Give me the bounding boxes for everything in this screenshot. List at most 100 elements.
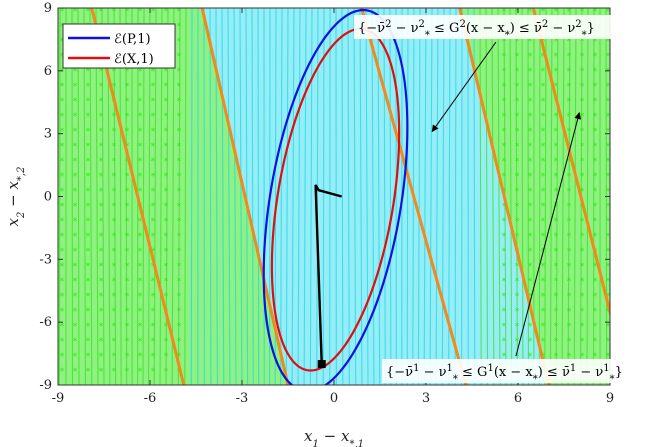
star-marker: *	[73, 262, 78, 272]
star-marker: *	[593, 187, 598, 197]
star-marker: *	[515, 97, 520, 107]
star-marker: *	[60, 367, 65, 377]
star-marker: *	[567, 262, 572, 272]
star-marker: *	[125, 307, 130, 317]
star-marker: *	[60, 37, 65, 47]
star-marker: *	[164, 127, 169, 137]
star-marker: *	[528, 292, 533, 302]
streamline	[83, 8, 87, 385]
star-marker: *	[177, 337, 182, 347]
star-marker: *	[99, 142, 104, 152]
star-marker: *	[502, 67, 507, 77]
star-marker: *	[177, 307, 182, 317]
trajectory-start-marker	[317, 360, 326, 369]
star-marker: *	[125, 247, 130, 257]
star-marker: *	[541, 67, 546, 77]
star-marker: *	[554, 142, 559, 152]
star-marker: *	[99, 262, 104, 272]
streamline	[567, 8, 571, 385]
star-marker: *	[138, 97, 143, 107]
star-marker: *	[593, 217, 598, 227]
star-marker: *	[86, 337, 91, 347]
star-marker: *	[515, 172, 520, 182]
star-marker: *	[593, 112, 598, 122]
star-marker: *	[541, 292, 546, 302]
star-marker: *	[138, 157, 143, 167]
star-marker: *	[86, 307, 91, 317]
streamline	[497, 8, 501, 385]
star-marker: *	[112, 202, 117, 212]
star-marker: *	[541, 127, 546, 137]
star-marker: *	[177, 202, 182, 212]
star-marker: *	[177, 112, 182, 122]
star-marker: *	[125, 157, 130, 167]
star-marker: *	[86, 67, 91, 77]
star-marker: *	[541, 217, 546, 227]
star-marker: *	[606, 37, 611, 47]
star-marker: *	[580, 67, 585, 77]
y-tick-label: 9	[44, 1, 52, 16]
star-marker: *	[580, 157, 585, 167]
star-marker: *	[112, 307, 117, 317]
trajectory	[314, 184, 342, 365]
star-marker: *	[73, 247, 78, 257]
streamline	[171, 8, 175, 385]
star-marker: *	[606, 322, 611, 332]
star-marker: *	[86, 187, 91, 197]
star-marker: *	[606, 7, 611, 17]
star-marker: *	[606, 127, 611, 137]
star-marker: *	[515, 307, 520, 317]
star-marker: *	[567, 82, 572, 92]
star-marker: *	[138, 187, 143, 197]
star-marker: *	[580, 142, 585, 152]
star-marker: *	[99, 217, 104, 227]
streamline	[274, 8, 277, 385]
star-marker: *	[86, 82, 91, 92]
star-marker: *	[99, 367, 104, 377]
streamline	[491, 8, 495, 385]
star-marker: *	[99, 112, 104, 122]
star-marker: *	[567, 337, 572, 347]
star-marker: *	[515, 52, 520, 62]
star-marker: *	[151, 187, 156, 197]
star-marker: *	[112, 172, 117, 182]
star-marker: *	[541, 322, 546, 332]
star-marker: *	[580, 292, 585, 302]
star-marker: *	[554, 232, 559, 242]
star-marker: *	[554, 202, 559, 212]
annotation-constraint-2: {−ν̄2 − ν2* ≤ G2(x − x*) ≤ ν̄2 − ν2*}	[358, 19, 595, 41]
star-marker: *	[86, 262, 91, 272]
star-marker: *	[541, 82, 546, 92]
star-marker: *	[528, 277, 533, 287]
star-marker: *	[502, 52, 507, 62]
star-marker: *	[515, 337, 520, 347]
axes: -9-9 -6 -6 -3 -3 0 0 3 3 6 6 9 9 x1 − x*,1 x2 − x*,2	[4, 1, 614, 447]
star-marker: *	[554, 277, 559, 287]
star-marker: *	[502, 82, 507, 92]
star-marker: *	[112, 292, 117, 302]
star-marker: *	[112, 277, 117, 287]
star-marker: *	[112, 217, 117, 227]
streamline	[184, 8, 187, 385]
legend-entry-2: ℰ(X,1)	[114, 52, 154, 67]
y-tick-label: -6	[39, 315, 52, 330]
star-marker: *	[593, 262, 598, 272]
star-marker: *	[164, 142, 169, 152]
star-marker: *	[177, 142, 182, 152]
star-marker: *	[73, 367, 78, 377]
streamline	[389, 8, 392, 385]
streamline	[417, 8, 421, 385]
star-marker: *	[593, 352, 598, 362]
star-marker: *	[554, 322, 559, 332]
star-marker: *	[73, 232, 78, 242]
star-marker: *	[593, 172, 598, 182]
star-marker: *	[125, 322, 130, 332]
star-marker: *	[593, 307, 598, 317]
star-marker: *	[567, 97, 572, 107]
star-marker: *	[515, 277, 520, 287]
star-marker: *	[554, 7, 559, 17]
star-marker: *	[580, 322, 585, 332]
star-marker: *	[99, 187, 104, 197]
star-marker: *	[502, 352, 507, 362]
star-marker: *	[515, 37, 520, 47]
